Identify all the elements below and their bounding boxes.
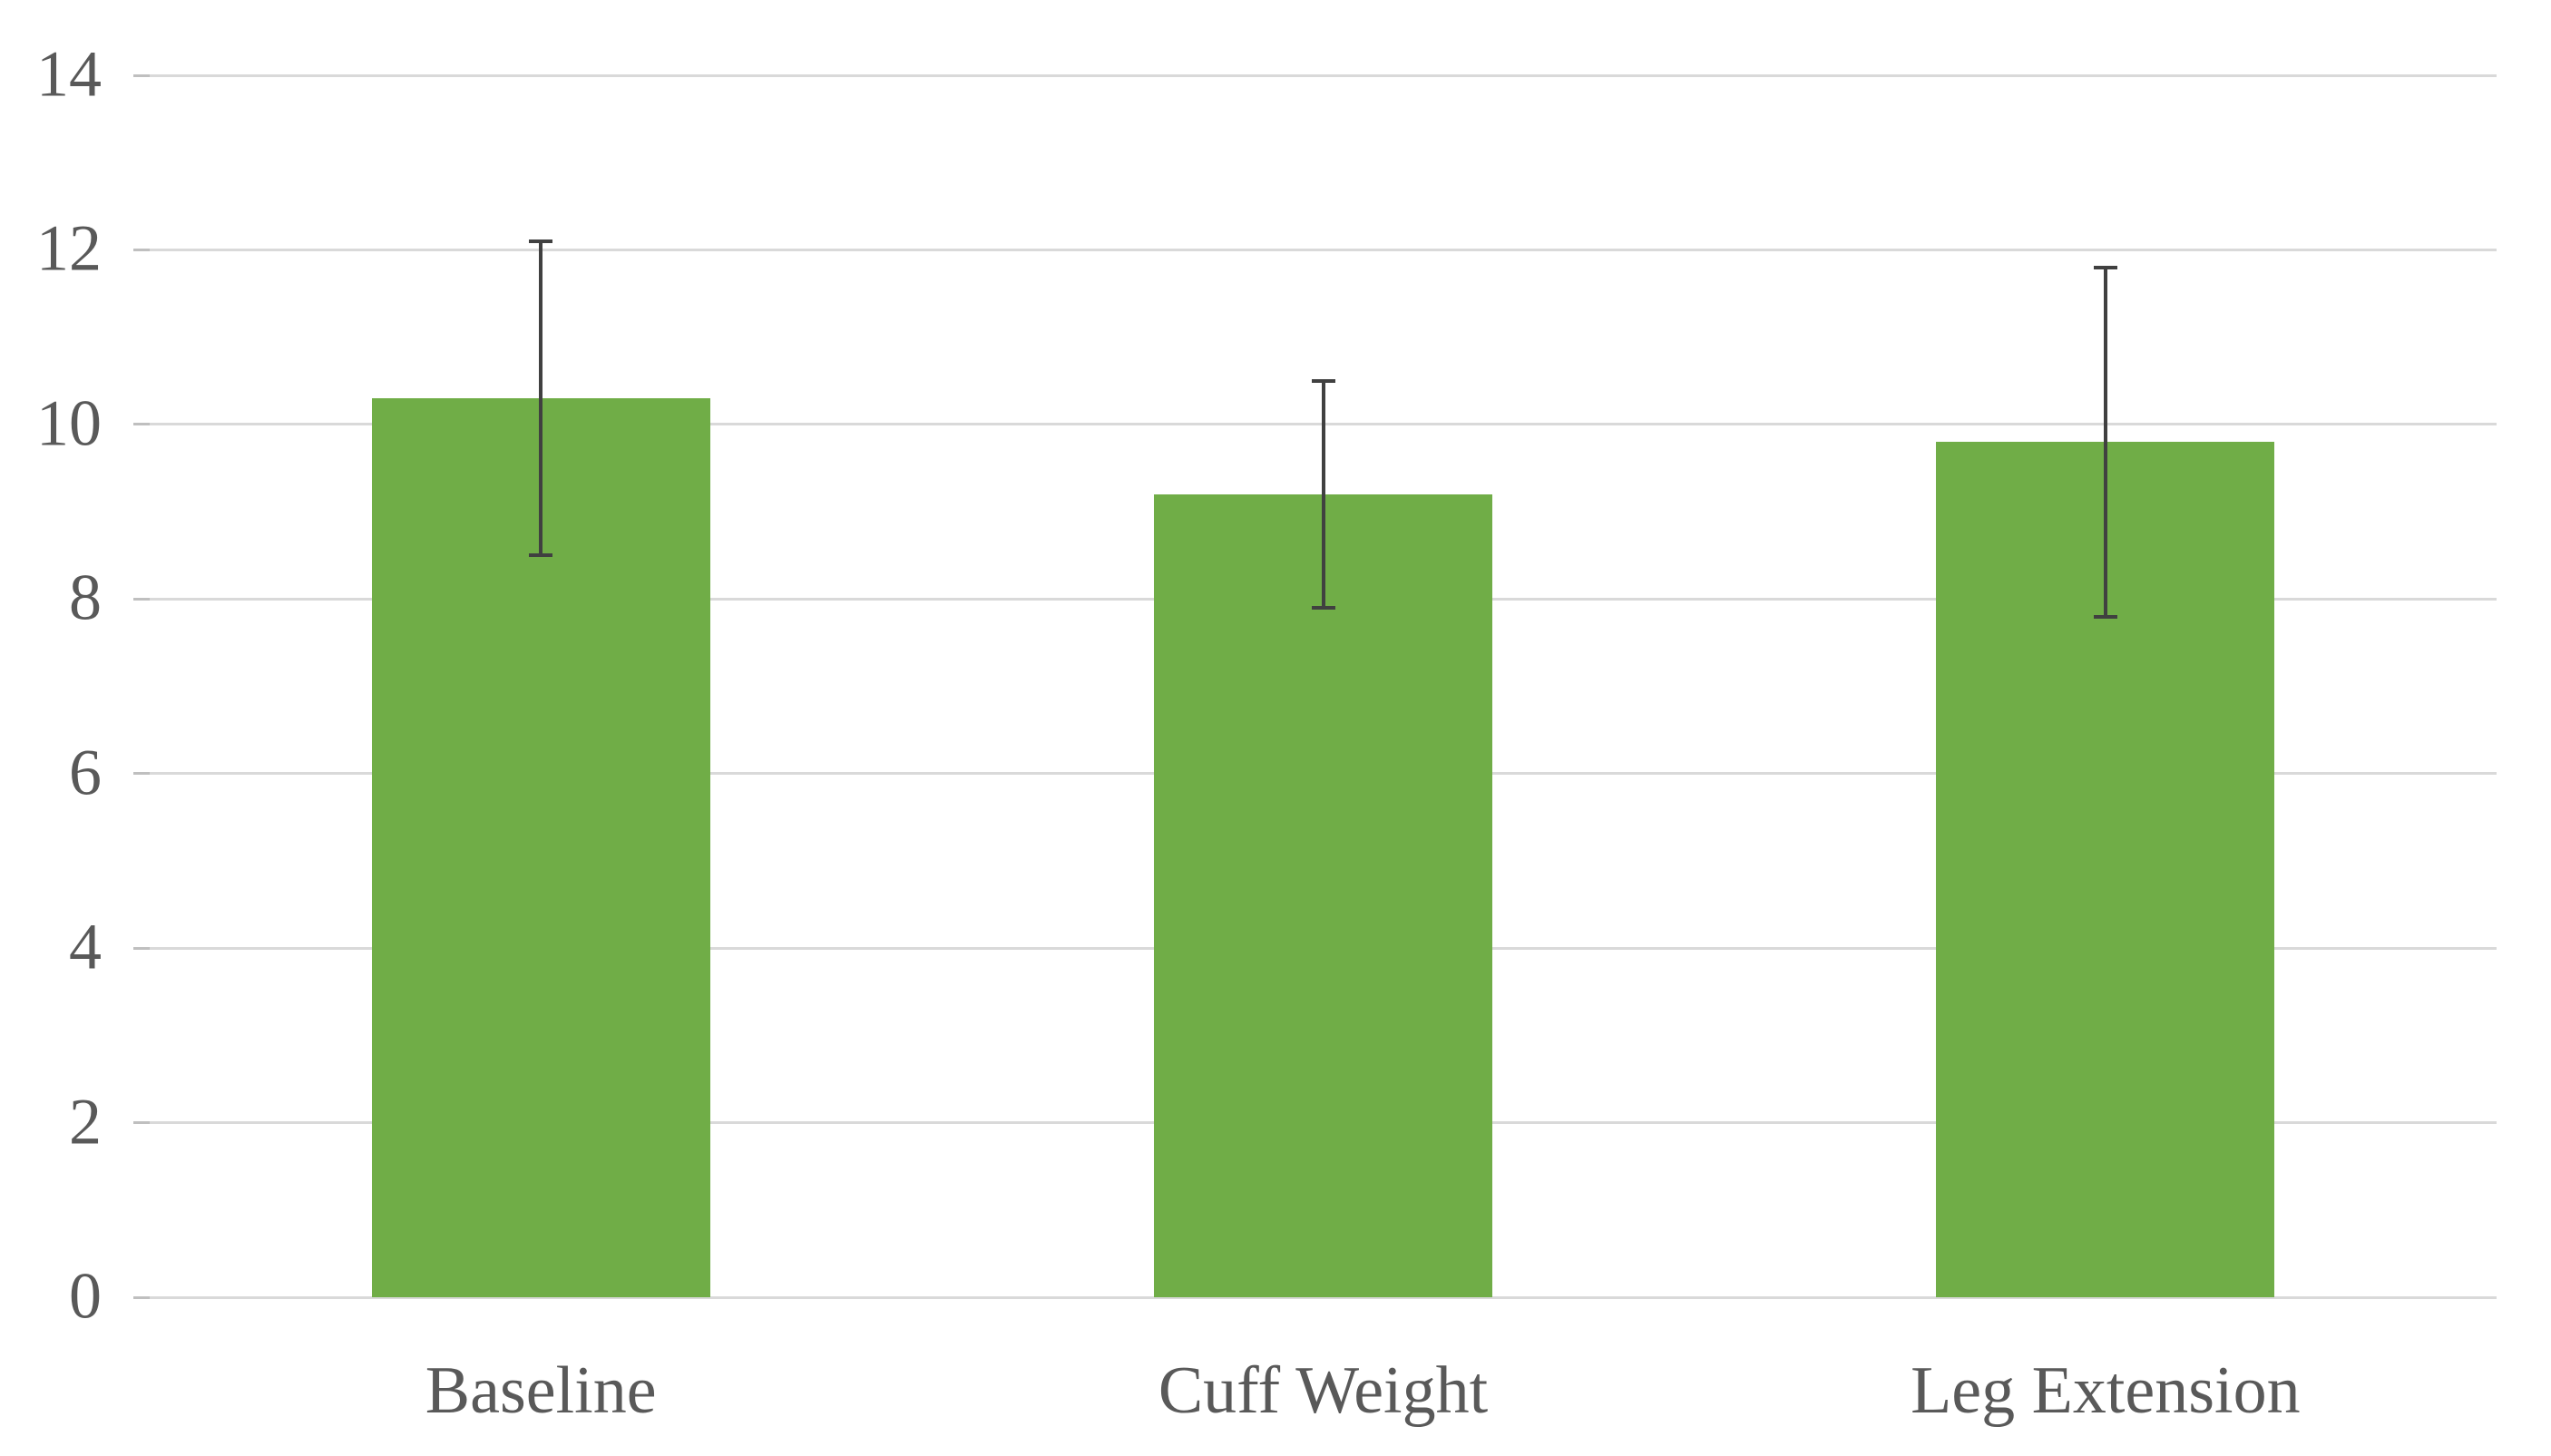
y-axis-tick-mark: [133, 248, 150, 251]
y-tick-label: 10: [36, 386, 102, 460]
y-tick-label: 8: [69, 561, 102, 634]
error-bar-bottom-cap-cuff-weight: [1311, 605, 1335, 610]
x-category-label-leg-extension: Leg Extension: [1911, 1353, 2301, 1428]
error-bar-bottom-cap-leg-extension: [2093, 614, 2117, 619]
y-axis-tick-mark: [133, 597, 150, 601]
y-axis-tick-mark: [133, 1295, 150, 1299]
error-bar-bottom-cap-baseline: [529, 553, 553, 558]
y-axis-tick-mark: [133, 423, 150, 426]
error-bar-top-cap-baseline: [529, 239, 553, 243]
y-tick-label: 12: [36, 211, 102, 285]
gridline: [150, 1295, 2497, 1299]
y-axis-tick-mark: [133, 772, 150, 776]
error-bar-baseline: [539, 240, 543, 556]
y-tick-label: 6: [69, 736, 102, 809]
y-axis-tick-mark: [133, 946, 150, 950]
bar-cuff-weight: [1154, 493, 1492, 1297]
error-bar-top-cap-cuff-weight: [1311, 378, 1335, 383]
error-bar-top-cap-leg-extension: [2093, 265, 2117, 269]
error-bar-leg-extension: [2103, 267, 2107, 617]
y-tick-label: 14: [36, 37, 102, 111]
error-bar-cuff-weight: [1321, 380, 1325, 608]
y-tick-label: 4: [69, 910, 102, 983]
gridline: [150, 248, 2497, 251]
gridline: [150, 73, 2497, 77]
y-axis-tick-mark: [133, 1121, 150, 1125]
x-category-label-cuff-weight: Cuff Weight: [1158, 1353, 1489, 1428]
y-tick-label: 0: [69, 1259, 102, 1333]
x-category-label-baseline: Baseline: [425, 1353, 657, 1428]
y-tick-label: 2: [69, 1085, 102, 1158]
y-axis-tick-mark: [133, 73, 150, 77]
